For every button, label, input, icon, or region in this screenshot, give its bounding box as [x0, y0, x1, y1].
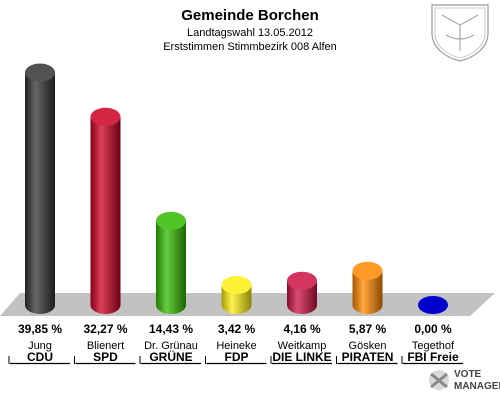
value-label: 5,87 %	[349, 322, 387, 336]
bar-body	[156, 220, 186, 314]
bar-cdu	[25, 63, 55, 315]
value-label: 14,43 %	[149, 322, 193, 336]
bar-top	[156, 211, 186, 230]
bar-fbi-freie	[418, 296, 448, 314]
chart-subtitle-district: Erststimmen Stimmbezirk 008 Alfen	[163, 41, 337, 53]
bar-fdp	[221, 276, 252, 314]
bar-top	[418, 296, 448, 314]
bar-spd	[90, 107, 121, 314]
bar-body	[25, 72, 55, 315]
party-label: FDP	[225, 350, 249, 364]
party-label: DIE LINKE	[272, 350, 331, 364]
value-label: 32,27 %	[83, 322, 127, 336]
candidate-label: Heineke	[216, 340, 256, 352]
candidate-label: Weitkamp	[278, 340, 327, 352]
candidate-label: Tegethof	[412, 340, 455, 352]
value-label: 0,00 %	[414, 322, 452, 336]
bars-group	[25, 63, 448, 315]
candidate-label: Dr. Grünau	[144, 340, 198, 352]
bar-die-linke	[287, 271, 317, 314]
svg-text:MANAGER: MANAGER	[454, 381, 500, 392]
value-label: 3,42 %	[218, 322, 256, 336]
bar-body	[352, 270, 383, 314]
candidate-label: Blienert	[87, 340, 124, 352]
value-label: 4,16 %	[283, 322, 321, 336]
bar-top	[287, 271, 317, 290]
bar-top	[90, 107, 121, 126]
party-label: FBI Freie	[407, 350, 459, 364]
chart-subtitle-date: Landtagswahl 13.05.2012	[187, 27, 313, 39]
party-label: CDU	[27, 350, 53, 364]
candidate-label: Gösken	[349, 340, 387, 352]
bar-top	[221, 276, 252, 295]
coat-of-arms-icon	[431, 4, 489, 62]
vote-manager-logo: VOTE MANAGER	[429, 369, 500, 392]
party-label: SPD	[93, 350, 118, 364]
bar-top	[352, 261, 383, 280]
bar-top	[25, 63, 55, 82]
candidate-label: Jung	[28, 340, 52, 352]
chart-title: Gemeinde Borchen	[181, 7, 319, 24]
value-label: 39,85 %	[18, 322, 62, 336]
bar-piraten	[352, 261, 383, 314]
svg-text:VOTE: VOTE	[454, 369, 482, 380]
bar-grüne	[156, 211, 186, 314]
party-label: GRÜNE	[149, 349, 192, 364]
bar-body	[287, 280, 317, 314]
bar-body	[90, 116, 121, 314]
party-label: PIRATEN	[342, 350, 394, 364]
